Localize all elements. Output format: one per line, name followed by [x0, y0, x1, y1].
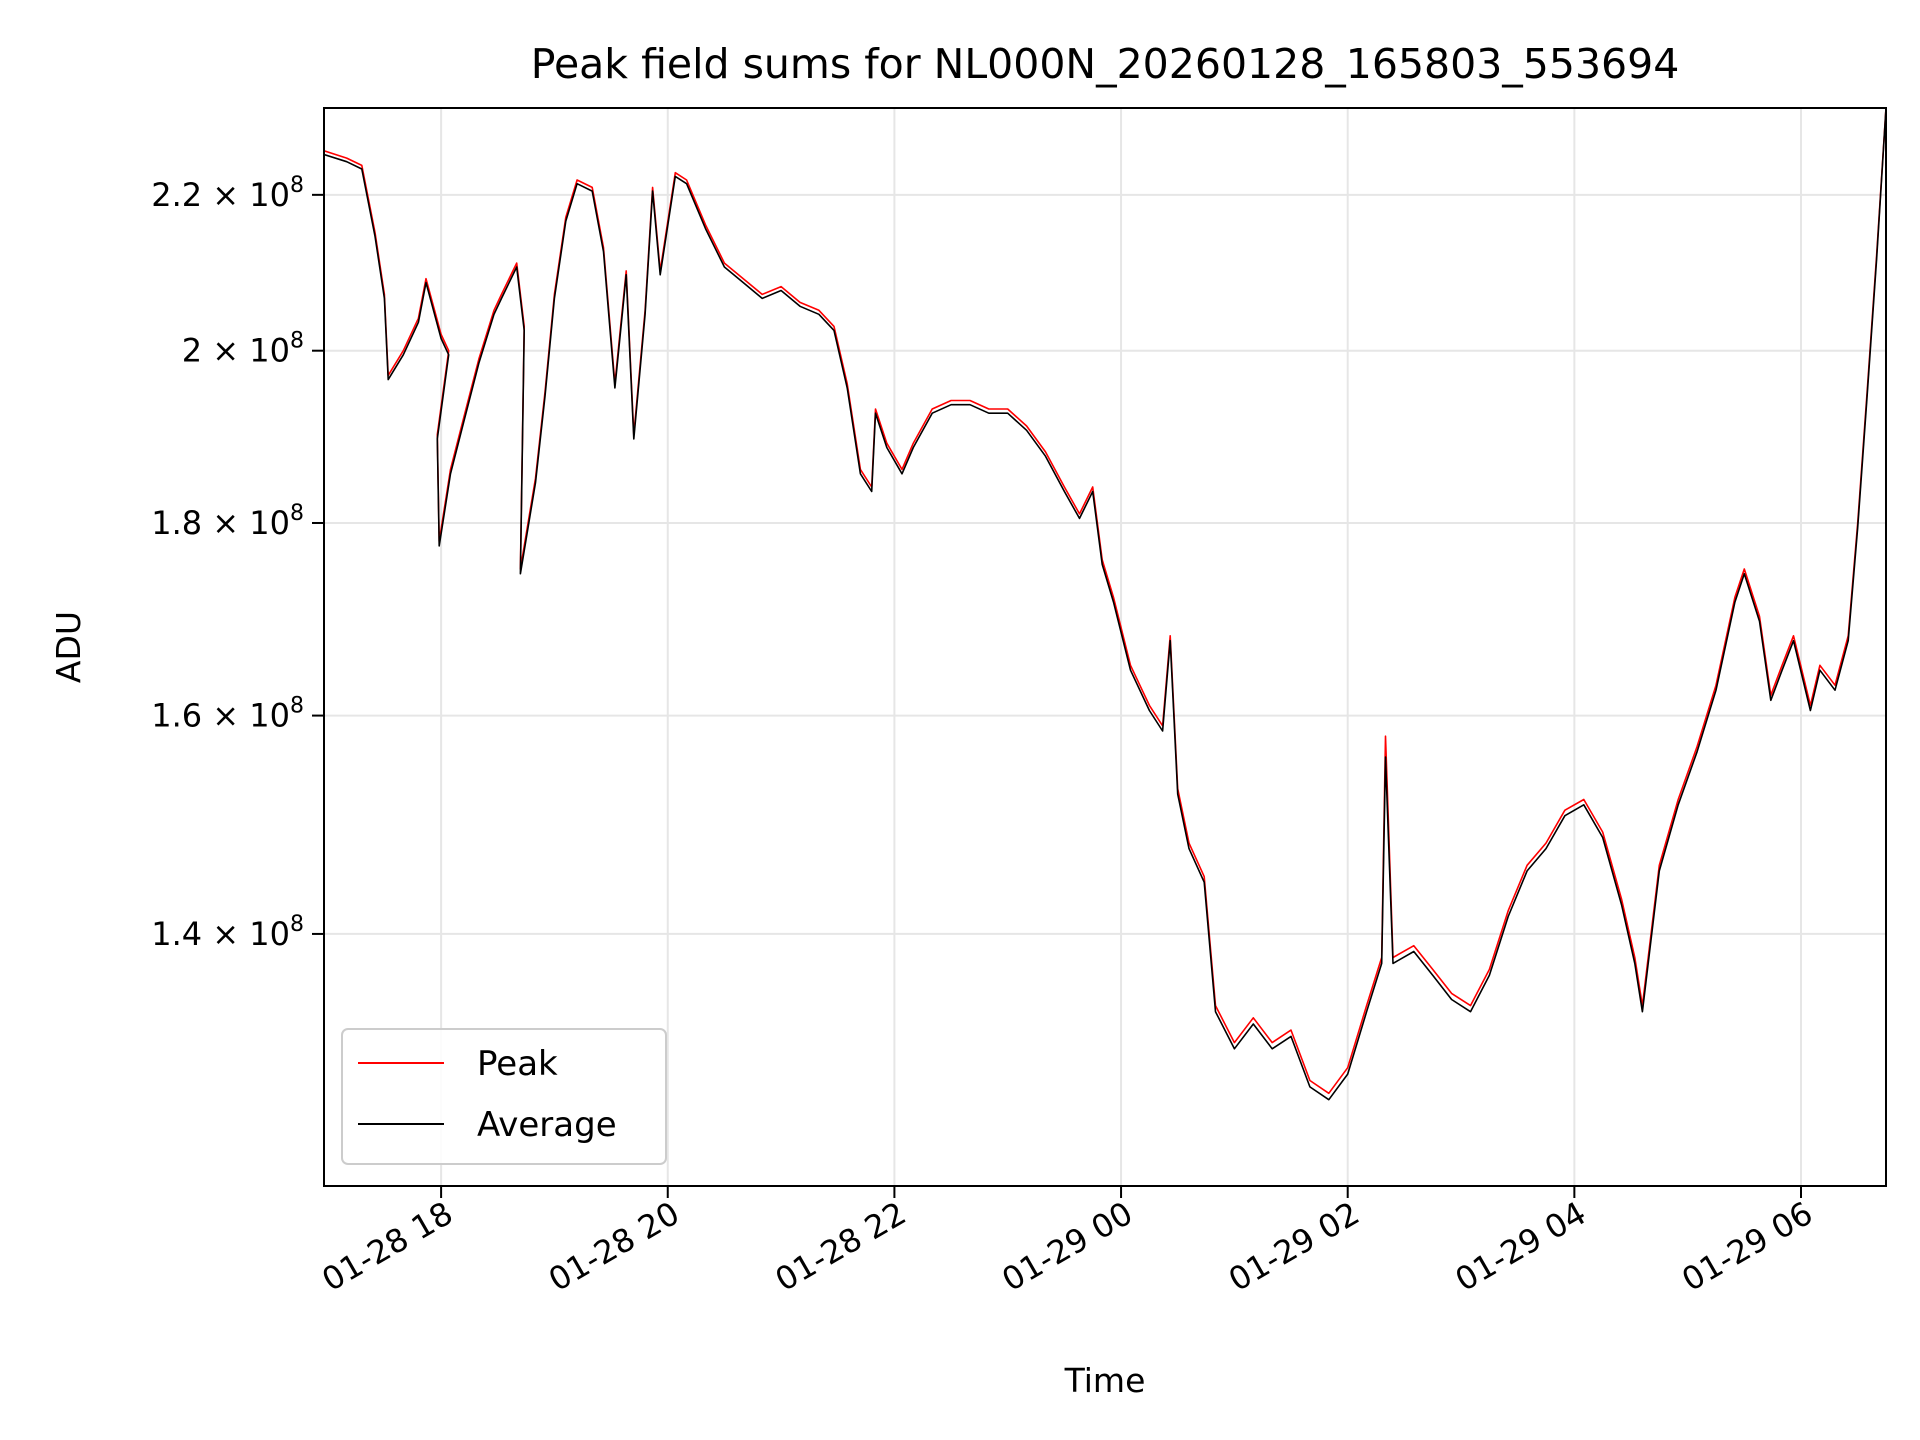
y-tick-label: 1.8 × 108 — [151, 501, 304, 542]
series-layer — [324, 108, 1886, 1101]
legend-label-peak: Peak — [477, 1044, 558, 1084]
y-tick-label: 1.4 × 108 — [151, 912, 304, 953]
y-axis: 1.4 × 108 1.6 × 108 1.8 × 108 2 × 108 2.2 × … — [151, 173, 324, 953]
x-axis-label: Time — [1064, 1361, 1146, 1400]
y-axis-label: ADU — [49, 611, 88, 683]
y-tick-label: 2 × 108 — [182, 329, 304, 370]
legend-label-average: Average — [477, 1105, 617, 1145]
y-tick-label: 2.2 × 108 — [151, 173, 304, 214]
chart-title: Peak field sums for NL000N_20260128_1658… — [531, 40, 1680, 88]
legend: Peak Average — [341, 1028, 667, 1165]
grid — [324, 108, 1886, 1186]
y-tick-label: 1.6 × 108 — [151, 694, 304, 735]
series-line-average — [324, 108, 1886, 1101]
plot-frame — [323, 107, 1887, 1187]
